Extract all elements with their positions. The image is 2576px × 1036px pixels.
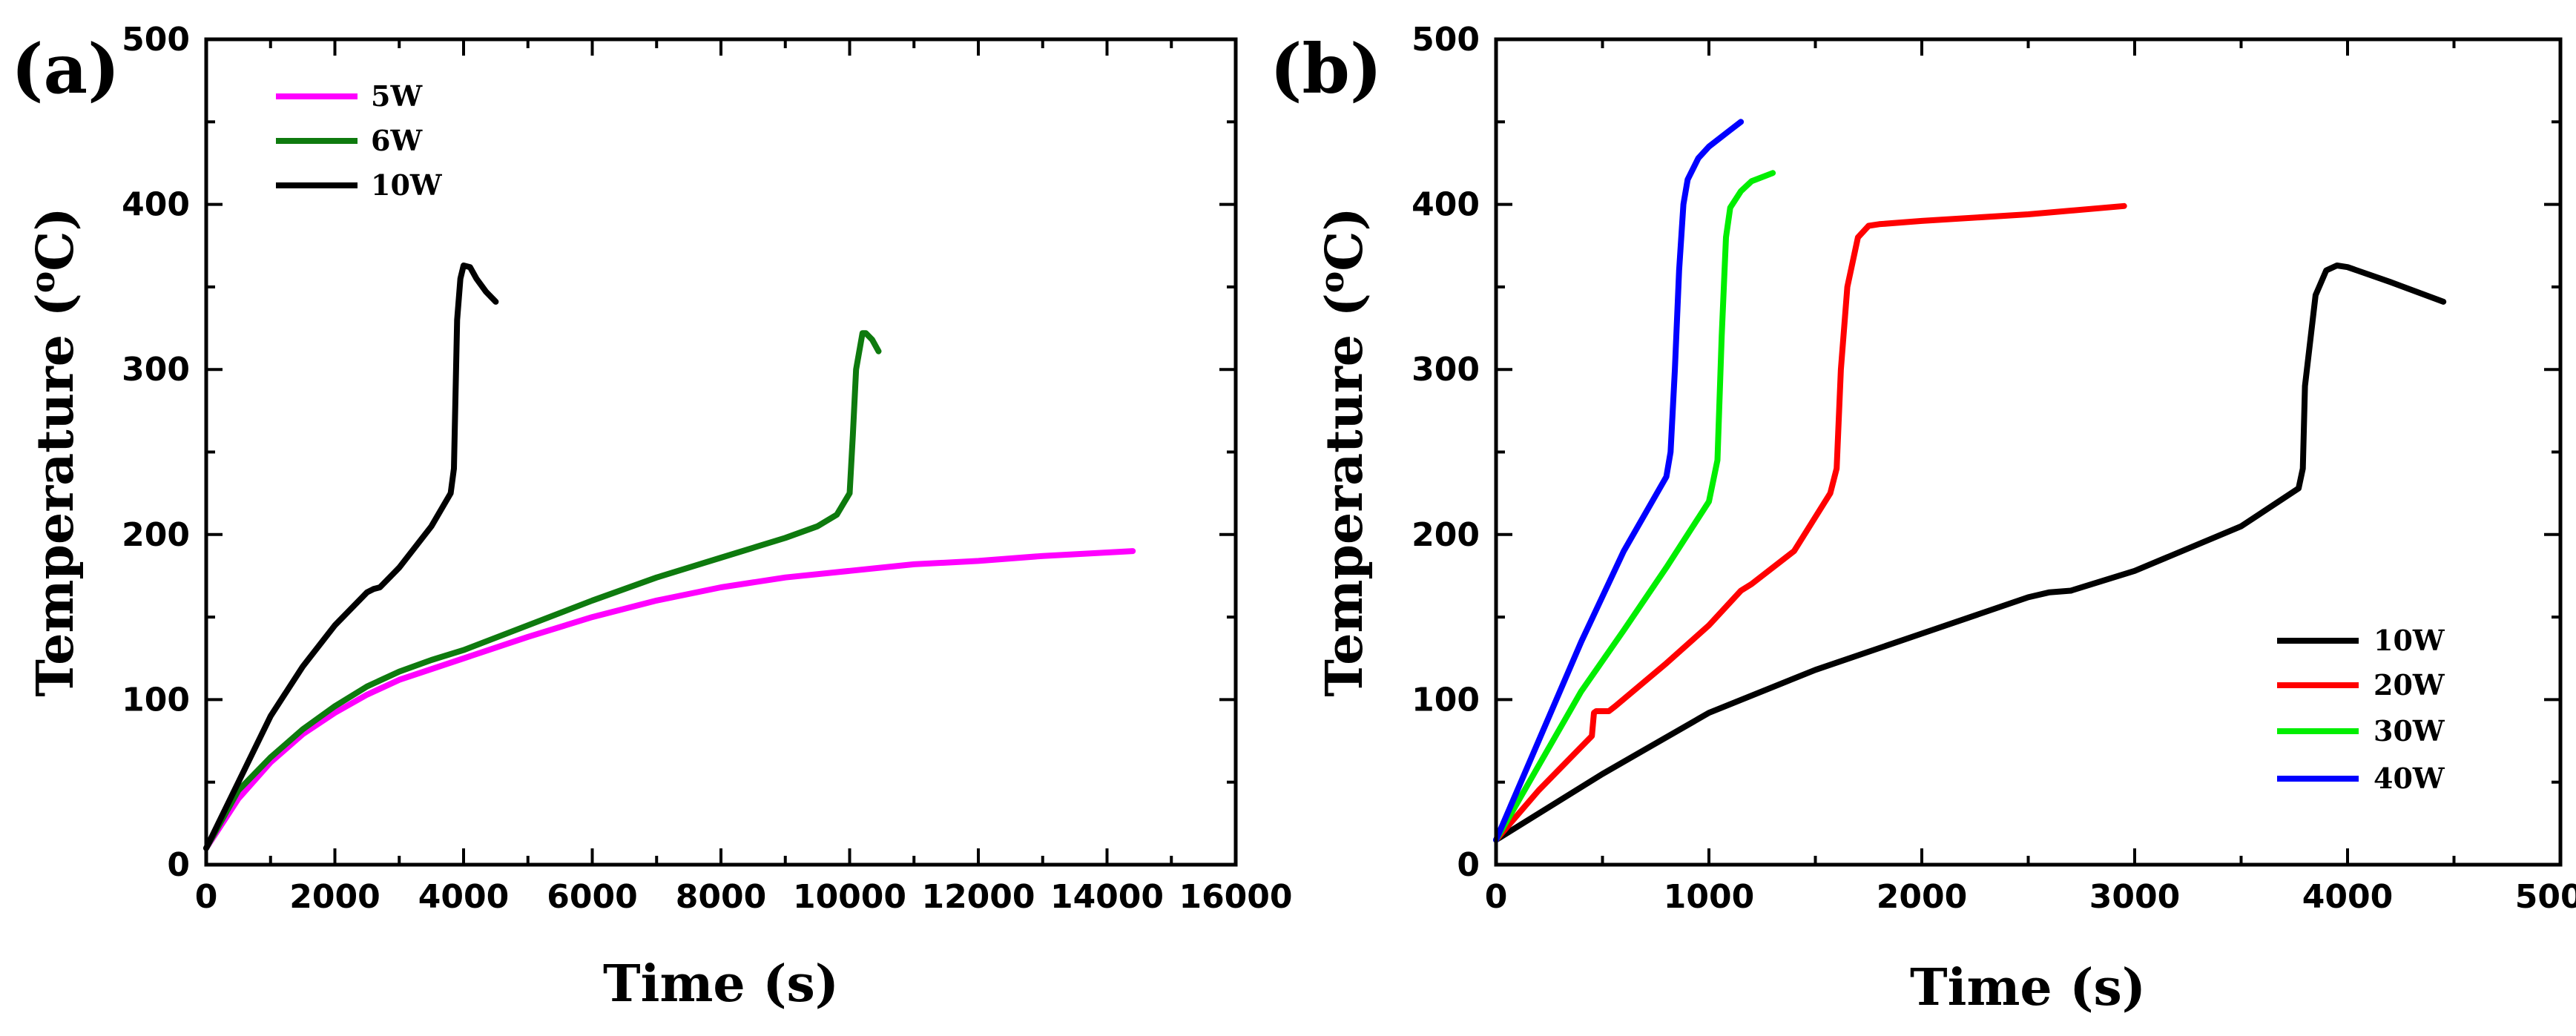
y-tick-label: 400	[122, 186, 190, 224]
series-line-5W	[203, 548, 1136, 851]
series-line-10W	[203, 263, 499, 851]
series-line-10W	[1493, 263, 2447, 843]
y-tick-label: 500	[1411, 21, 1480, 59]
x-tick-label: 4000	[2302, 878, 2393, 916]
plot-frame	[204, 37, 1238, 867]
y-tick-label: 500	[122, 21, 190, 59]
x-tick-label: 10000	[793, 878, 906, 916]
y-tick-label: 100	[1411, 681, 1480, 719]
series-line-40W	[1493, 119, 1745, 843]
x-tick-label: 2000	[1877, 878, 1967, 916]
y-axis-title: Temperature (oC)	[1314, 207, 1375, 696]
y-axis-title: Temperature (oC)	[24, 207, 86, 696]
series-line-20W	[1493, 202, 2127, 843]
y-tick-label: 0	[167, 846, 190, 884]
x-tick-label: 16000	[1179, 878, 1292, 916]
x-axis-title: Time (s)	[603, 954, 839, 1014]
x-axis-title: Time (s)	[1910, 958, 2146, 1017]
legend-label-5W: 5W	[371, 79, 423, 113]
x-tick-label: 14000	[1050, 878, 1164, 916]
x-tick-label: 1000	[1664, 878, 1754, 916]
y-tick-label: 300	[122, 351, 190, 389]
series-line-6W	[203, 330, 882, 851]
legend-label-10W: 10W	[2374, 624, 2445, 657]
y-tick-label: 100	[122, 681, 190, 719]
x-tick-label: 4000	[418, 878, 509, 916]
x-tick-label: 12000	[921, 878, 1035, 916]
legend-label-10W: 10W	[371, 168, 443, 202]
x-tick-label: 0	[1485, 878, 1508, 916]
y-tick-label: 200	[122, 516, 190, 554]
series-line-30W	[1493, 170, 1776, 843]
y-tick-label: 300	[1411, 351, 1480, 389]
y-tick-label: 400	[1411, 186, 1480, 224]
panel-label: (b)	[1270, 29, 1382, 109]
panel-a: (a)0 2000 4000 6000 8000 10000 12000 14000 16000…	[11, 21, 1293, 1014]
x-tick-label: 8000	[676, 878, 766, 916]
legend-label-20W: 20W	[2374, 668, 2445, 702]
legend-label-40W: 40W	[2374, 762, 2445, 795]
legend-label-30W: 30W	[2374, 714, 2445, 748]
x-tick-label: 3000	[2089, 878, 2180, 916]
y-tick-label: 200	[1411, 516, 1480, 554]
panel-label: (a)	[11, 29, 120, 109]
x-tick-label: 2000	[289, 878, 380, 916]
x-tick-label: 6000	[547, 878, 637, 916]
y-tick-label: 0	[1457, 846, 1480, 884]
x-tick-label: 0	[195, 878, 218, 916]
legend-label-6W: 6W	[371, 124, 423, 157]
